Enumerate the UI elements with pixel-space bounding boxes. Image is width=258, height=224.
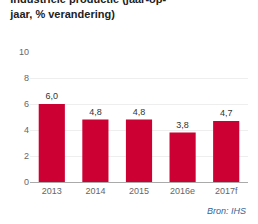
svg-text:6: 6 xyxy=(24,99,29,109)
svg-text:10: 10 xyxy=(19,47,29,57)
svg-text:4,8: 4,8 xyxy=(133,107,146,117)
svg-text:2013: 2013 xyxy=(42,186,62,196)
svg-text:2015: 2015 xyxy=(129,186,149,196)
svg-text:2016e: 2016e xyxy=(170,186,195,196)
svg-text:4: 4 xyxy=(24,125,29,135)
svg-text:6,0: 6,0 xyxy=(46,91,59,101)
svg-text:Bron: IHS: Bron: IHS xyxy=(207,206,246,216)
svg-text:4,7: 4,7 xyxy=(220,108,233,118)
svg-text:2017f: 2017f xyxy=(215,186,238,196)
svg-text:2: 2 xyxy=(24,151,29,161)
svg-text:8: 8 xyxy=(24,73,29,83)
svg-text:4,8: 4,8 xyxy=(89,107,102,117)
svg-text:2014: 2014 xyxy=(85,186,105,196)
svg-text:Industriële productie (jaar-op: Industriële productie (jaar-op-jaar, % v… xyxy=(9,0,166,20)
svg-text:3,8: 3,8 xyxy=(176,120,189,130)
svg-text:0: 0 xyxy=(24,177,29,187)
